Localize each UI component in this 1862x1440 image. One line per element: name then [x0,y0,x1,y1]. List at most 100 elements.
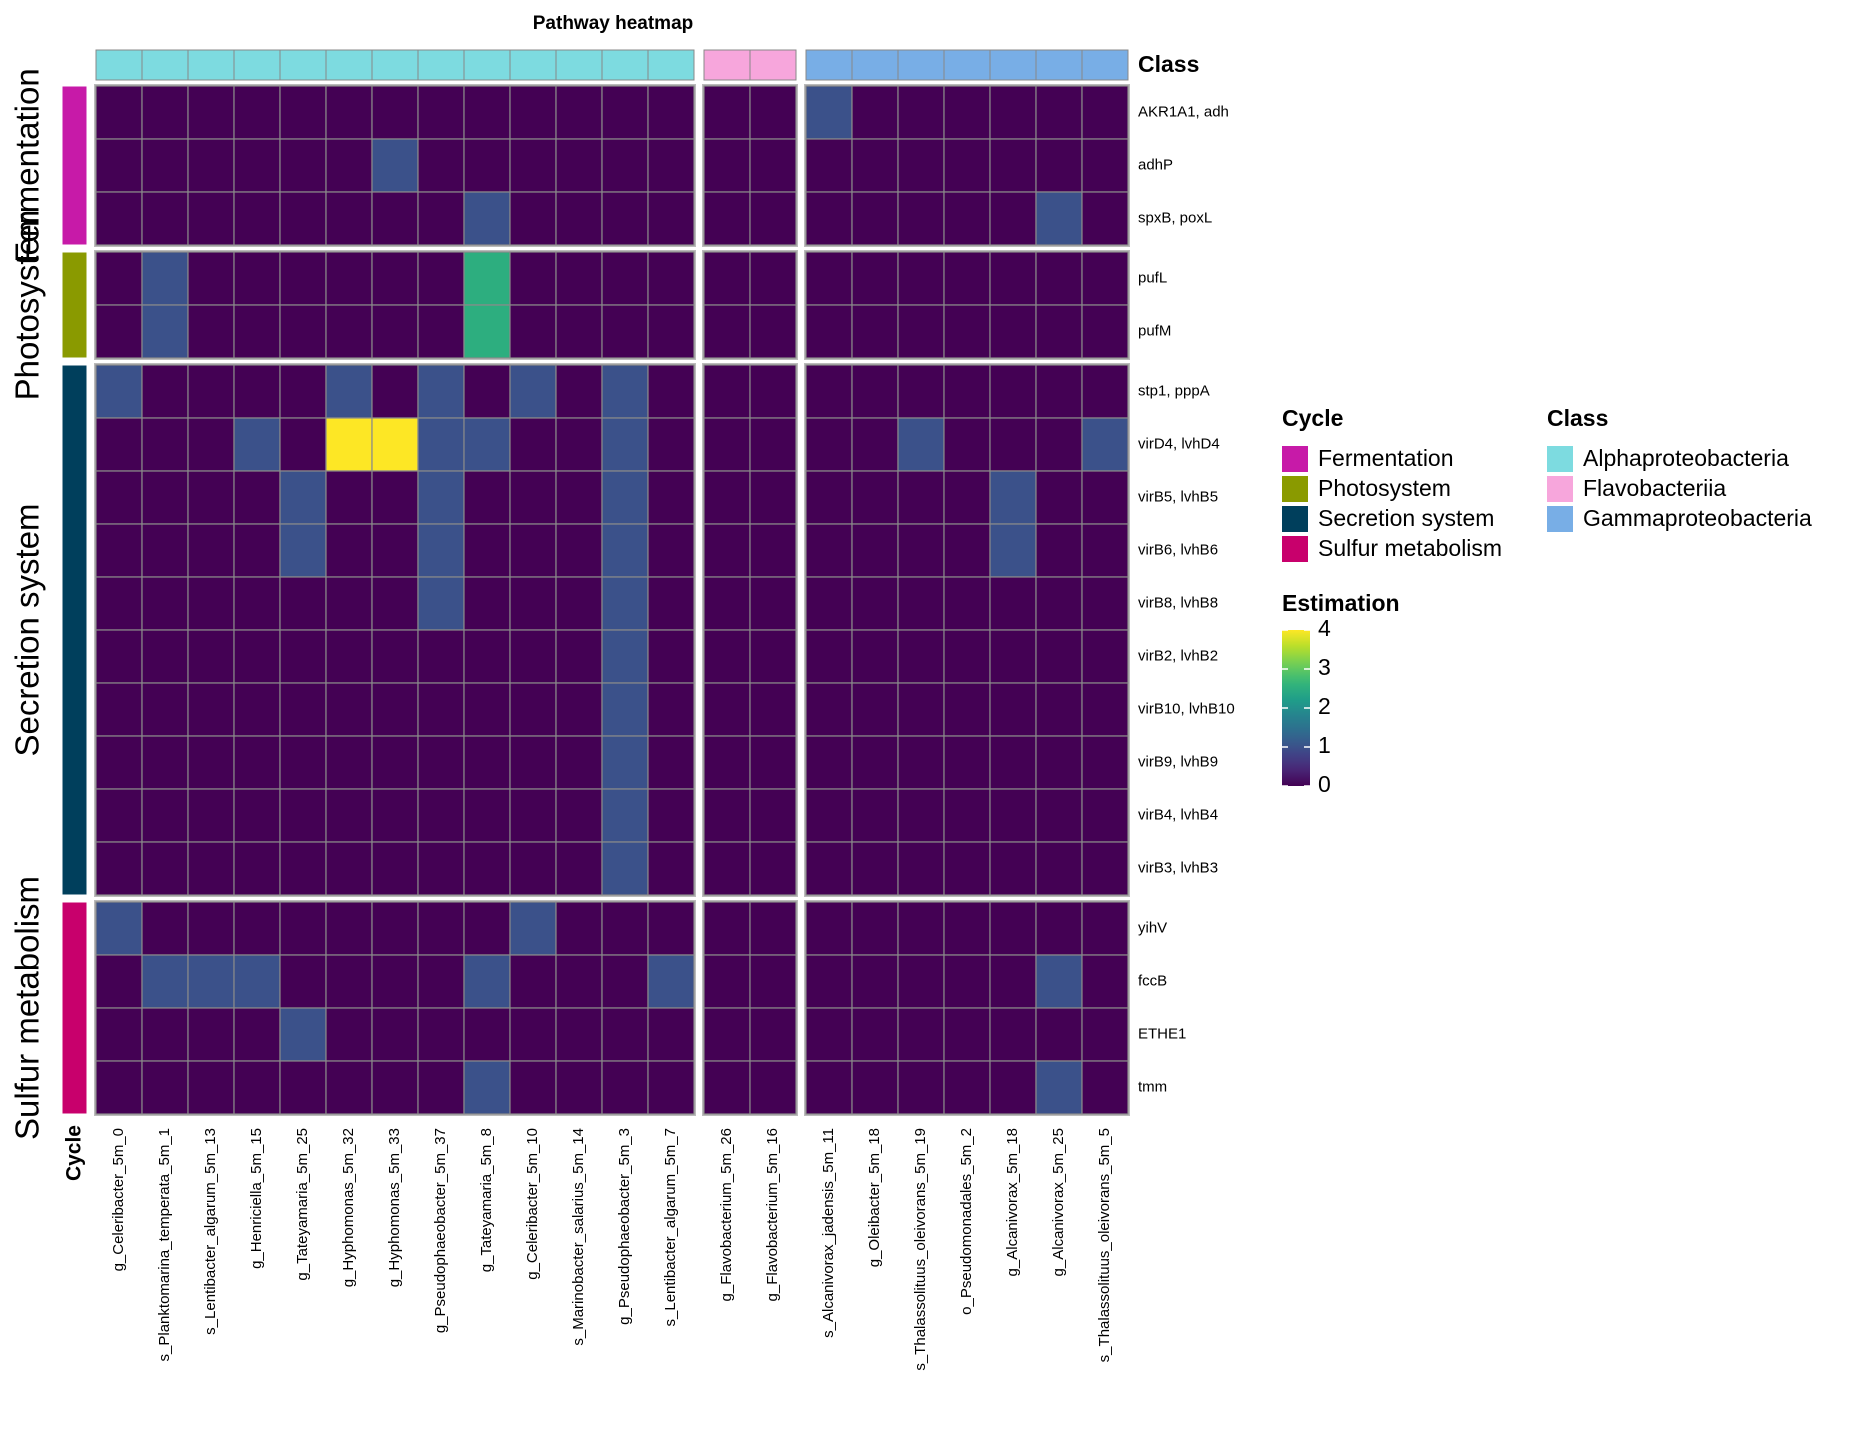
class-annotation-cell [1081,49,1129,81]
heatmap-cell [851,629,899,684]
cycle-annotation-bar [61,85,88,246]
heatmap-cell [279,470,327,525]
heatmap-cell [371,364,419,419]
heatmap-cell [417,470,465,525]
column-label: g_Pseudophaeobacter_5m_37 [432,1128,449,1333]
heatmap-cell [1081,85,1129,140]
heatmap-cell [703,85,751,140]
heatmap-cell [187,191,235,246]
column-label: s_Planktomarina_temperata_5m_1 [156,1128,173,1361]
legend-swatch [1547,506,1573,532]
legend-label: Photosystem [1318,475,1451,501]
heatmap-cell [187,470,235,525]
heatmap-cell [943,901,991,956]
heatmap-cell [463,417,511,472]
heatmap-cell [601,417,649,472]
cycle-annotation-bar [61,364,88,896]
legend-title: Cycle [1282,405,1343,431]
legend-label: Secretion system [1318,505,1494,531]
heatmap-cell [601,304,649,359]
legend-label: Alphaproteobacteria [1583,445,1789,471]
heatmap-cell [141,364,189,419]
heatmap-cell [417,191,465,246]
cycle-group-label: Sulfur metabolism [9,876,46,1140]
heatmap-cell [805,417,853,472]
heatmap-cell [555,138,603,193]
class-annotation-cell [509,49,557,81]
heatmap-cell [805,788,853,843]
heatmap-cell [647,470,695,525]
class-annotation-cell [371,49,419,81]
heatmap-cell [95,788,143,843]
heatmap-cell [989,901,1037,956]
heatmap-cell [1035,251,1083,306]
heatmap-cell [417,901,465,956]
class-annotation-cell [463,49,511,81]
legend-title: Class [1547,405,1608,431]
legend-swatch [1547,476,1573,502]
column-label: o_Pseudomonadales_5m_2 [958,1128,975,1315]
heatmap-cell [555,304,603,359]
heatmap-cell [325,1007,373,1062]
heatmap-cell [851,576,899,631]
heatmap-cell [749,735,797,790]
heatmap-cell [851,1007,899,1062]
heatmap-cell [647,576,695,631]
heatmap-cell [509,85,557,140]
heatmap-cell [943,682,991,737]
heatmap-cell [95,576,143,631]
heatmap-cell [805,470,853,525]
column-label: g_Flavobacterium_5m_26 [718,1128,735,1301]
heatmap-cell [1035,735,1083,790]
heatmap-cell [647,191,695,246]
heatmap-cell [601,523,649,578]
heatmap-cell [325,85,373,140]
heatmap-cell [703,191,751,246]
heatmap-cell [371,417,419,472]
class-annotation-cell [1035,49,1083,81]
heatmap-cell [897,523,945,578]
row-label: yihV [1138,919,1167,936]
heatmap-cell [371,470,419,525]
heatmap-cell [805,576,853,631]
heatmap-cell [233,364,281,419]
heatmap-cell [371,138,419,193]
heatmap-cell [749,417,797,472]
heatmap-cell [601,576,649,631]
heatmap-cell [279,251,327,306]
heatmap-cell [463,251,511,306]
heatmap-cell [647,954,695,1009]
heatmap-cell [509,523,557,578]
heatmap-cell [1081,576,1129,631]
heatmap-cell [95,191,143,246]
heatmap-cell [233,251,281,306]
heatmap-cell [601,1007,649,1062]
heatmap-cell [749,629,797,684]
heatmap-cell [279,629,327,684]
heatmap-cell [989,364,1037,419]
heatmap-cell [325,417,373,472]
heatmap-cell [555,364,603,419]
heatmap-cell [703,788,751,843]
column-label: g_Tateyamaria_5m_25 [294,1128,311,1281]
heatmap-cell [1081,954,1129,1009]
heatmap-cell [897,735,945,790]
heatmap-cell [1081,1007,1129,1062]
heatmap-cell [141,523,189,578]
heatmap-cell [233,191,281,246]
heatmap-cell [943,85,991,140]
heatmap-cell [1081,735,1129,790]
heatmap-cell [187,1060,235,1115]
heatmap-cell [371,191,419,246]
row-label: stp1, pppA [1138,382,1210,399]
heatmap-cell [749,138,797,193]
colorbar-tick-label: 2 [1318,693,1331,719]
heatmap-cell [989,523,1037,578]
heatmap-cell [749,901,797,956]
heatmap-cell [647,735,695,790]
heatmap-cell [601,954,649,1009]
heatmap-cell [141,841,189,896]
heatmap-cell [897,191,945,246]
heatmap-cell [371,85,419,140]
heatmap-cell [647,901,695,956]
